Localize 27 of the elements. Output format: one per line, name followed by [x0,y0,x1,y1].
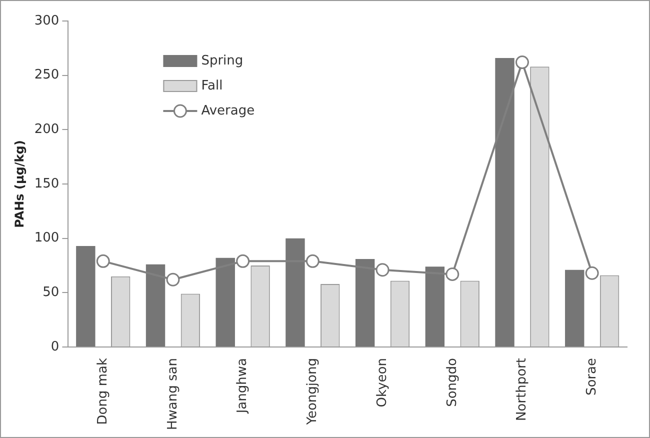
y-tick-label: 0 [50,339,60,354]
x-tick-label: Songdo [444,358,460,407]
y-tick-label: 150 [34,176,60,192]
point [585,266,599,280]
point [376,263,390,277]
x-tick-label: Dong mak [96,358,111,425]
y-tick-label: 100 [34,230,60,246]
y-axis-title: PAHs (μg/kg) [12,140,26,228]
x-tick-label: Hwang san [165,358,180,430]
point [306,254,320,268]
y-tick-label: 50 [42,285,60,300]
legend-label: Spring [201,53,244,68]
point [515,56,529,70]
x-tick-label: Janghwa [235,358,250,414]
x-tick-label: Northport [514,358,530,422]
y-tick-label: 300 [34,13,60,28]
point [96,254,110,268]
point [166,272,180,286]
legend-label: Fall [201,78,223,94]
x-tick-label: Okyeon [374,358,390,408]
x-tick-label: Yeongjong [305,358,320,426]
y-tick-label: 250 [34,68,60,83]
legend-label: Average [201,103,255,118]
y-tick-label: 200 [34,122,60,138]
x-tick-label: Sorae [584,358,600,396]
point [446,267,460,281]
point [236,254,250,268]
